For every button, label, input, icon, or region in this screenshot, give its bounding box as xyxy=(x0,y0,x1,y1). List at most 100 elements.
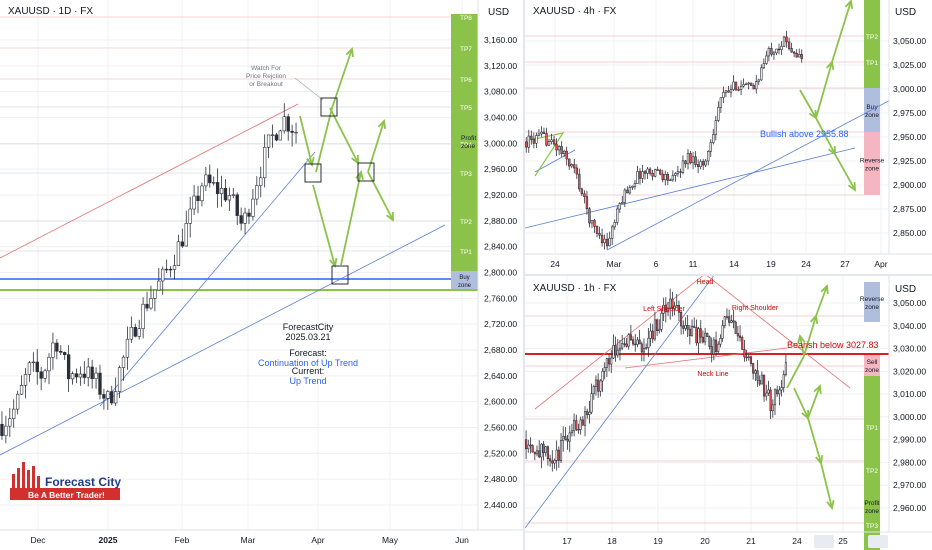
daily-chart[interactable]: Buy zone 3,160.00 3,120.00 3,080.00 3,040.00… xyxy=(0,0,523,550)
candle-body xyxy=(540,131,543,135)
neck-line-label: Neck Line xyxy=(697,371,728,378)
h4-blue-trendline-2 xyxy=(525,147,856,229)
candle-body xyxy=(74,373,79,378)
candle-body xyxy=(557,449,560,461)
daily-y-tick: 3,080.00 xyxy=(484,87,517,97)
candle-body xyxy=(286,116,290,132)
candle-body xyxy=(110,391,114,404)
daily-y-tick: 2,840.00 xyxy=(484,242,517,252)
candle-body xyxy=(19,385,24,395)
candle-body xyxy=(642,348,646,353)
daily-currency: USD xyxy=(488,7,509,18)
h1-x-tick-box xyxy=(814,535,834,548)
logo-name: Forecast City xyxy=(45,475,121,489)
candle-body xyxy=(540,443,543,458)
candle-body xyxy=(741,337,744,350)
candle-body xyxy=(546,446,549,460)
candle-body xyxy=(656,319,659,331)
candle-body xyxy=(671,298,674,309)
daily-y-tick: 2,960.00 xyxy=(484,164,517,174)
daily-buy-zone-text: zone xyxy=(458,283,472,289)
h4-currency: USD xyxy=(895,7,916,18)
h1-x-tick: 18 xyxy=(607,536,617,546)
h4-buy-zone-text: zone xyxy=(865,112,879,119)
candle-body xyxy=(137,328,141,337)
candle-body xyxy=(204,174,208,187)
daily-target-box xyxy=(357,162,375,182)
h4-x-tick: 6 xyxy=(654,259,659,269)
candle-body xyxy=(102,394,106,399)
candle-body xyxy=(43,370,47,379)
candle-body xyxy=(669,298,672,309)
candle-body xyxy=(737,89,740,91)
candle-body xyxy=(235,194,239,216)
candle-body xyxy=(616,208,619,223)
daily-title: XAUUSD · 1D · FX xyxy=(8,6,93,17)
candle-body xyxy=(0,423,4,436)
candle-body xyxy=(121,356,126,368)
candle-body xyxy=(51,342,55,358)
candle-body xyxy=(660,313,663,330)
h4-x-tick: 24 xyxy=(801,259,811,269)
candle-body xyxy=(701,336,705,343)
candle-body xyxy=(798,54,801,58)
h4-arrow-4 xyxy=(815,117,836,155)
h4-y-tick: 2,875.00 xyxy=(893,204,926,214)
candle-body xyxy=(560,146,563,155)
candle-body xyxy=(693,325,696,328)
h4-reverse-zone-text: zone xyxy=(865,166,879,173)
candle-body xyxy=(573,420,576,432)
candle-body xyxy=(129,326,134,340)
candle-body xyxy=(695,327,698,344)
candle-body xyxy=(714,120,717,135)
candle-body xyxy=(666,308,670,313)
candle-body xyxy=(188,208,192,224)
candle-body xyxy=(623,189,627,203)
candle-body xyxy=(723,316,726,326)
candle-body xyxy=(638,339,641,345)
h1-y-tick: 2,980.00 xyxy=(893,457,926,467)
candle-body xyxy=(750,82,753,86)
candle-body xyxy=(600,234,604,244)
daily-y-tick: 2,480.00 xyxy=(484,474,517,484)
h4-tp-label: TP1 xyxy=(866,60,878,67)
candle-body xyxy=(738,335,742,338)
daily-arrow-5 xyxy=(340,171,362,266)
watch-annotation-line1: Watch For xyxy=(251,65,282,72)
h1-x-tick: 17 xyxy=(562,536,572,546)
h1-title: XAUUSD · 1h · FX xyxy=(533,283,617,294)
candle-body xyxy=(565,150,568,160)
candle-body xyxy=(586,411,589,415)
daily-y-tick: 3,040.00 xyxy=(484,113,517,123)
candle-body xyxy=(580,188,584,195)
candle-body xyxy=(566,438,569,442)
candle-body xyxy=(613,222,616,228)
panel-divider-vertical xyxy=(523,0,525,550)
candle-body xyxy=(70,373,75,380)
candle-body xyxy=(658,329,661,331)
h1-blue-trendline xyxy=(525,276,715,529)
candle-body xyxy=(550,139,553,142)
candle-body xyxy=(626,189,629,194)
candle-body xyxy=(645,347,648,349)
candle-body xyxy=(598,233,601,236)
h4-x-tick: 19 xyxy=(766,259,776,269)
h1-x-tick: 19 xyxy=(653,536,663,546)
candle-body xyxy=(777,48,781,51)
candle-body xyxy=(656,169,659,171)
h1-sell-zone-text: Sell xyxy=(867,359,878,366)
candle-body xyxy=(625,343,628,347)
candle-body xyxy=(227,195,232,201)
daily-y-tick: 2,880.00 xyxy=(484,216,517,226)
h1-annotation: Bearish below 3027.83 xyxy=(787,340,879,350)
daily-target-box xyxy=(320,97,338,117)
candle-body xyxy=(608,237,611,247)
candle-body xyxy=(747,82,750,85)
candle-body xyxy=(633,183,637,187)
h1-y-tick: 2,990.00 xyxy=(893,435,926,445)
candle-body xyxy=(579,419,582,430)
candle-body xyxy=(192,195,196,210)
h4-tp-label: TP2 xyxy=(866,34,878,41)
